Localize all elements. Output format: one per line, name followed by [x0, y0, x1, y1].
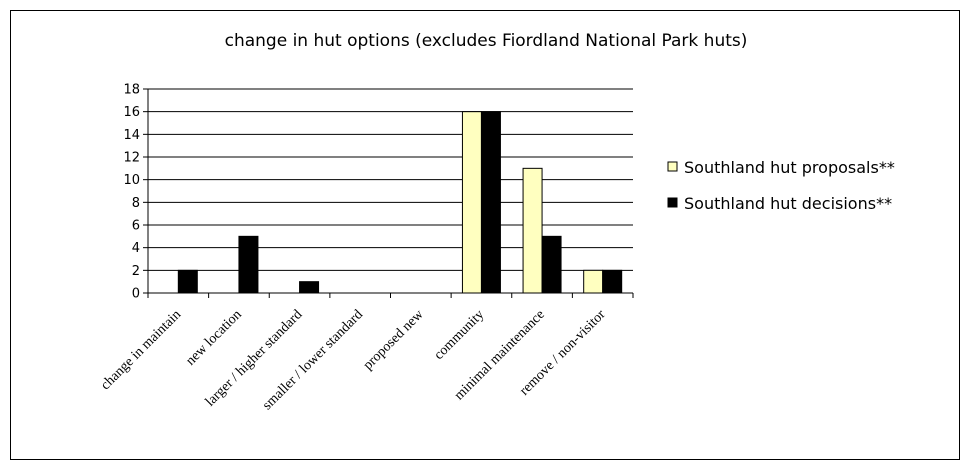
bar-decisions	[480, 111, 501, 294]
bar-decisions	[541, 235, 562, 294]
bar-decisions	[238, 235, 259, 294]
gridlines	[148, 88, 633, 271]
y-tick-label: 6	[132, 219, 140, 234]
y-tick-label: 10	[123, 173, 140, 188]
y-tick-label: 16	[123, 105, 140, 120]
x-tick-label: proposed new	[361, 307, 427, 373]
bar-decisions	[602, 269, 623, 294]
bar-decisions	[299, 281, 320, 294]
y-tick-label: 0	[132, 287, 140, 302]
bar-decisions	[177, 269, 198, 294]
bars	[177, 111, 623, 294]
chart-frame: change in hut options (excludes Fiordlan…	[10, 10, 960, 460]
legend-label: Southland hut proposals**	[684, 158, 895, 177]
y-tick-label: 2	[132, 264, 140, 279]
x-tick-label: change in maintain	[98, 307, 184, 393]
x-tick-label: community	[432, 307, 488, 363]
legend: Southland hut proposals** Southland hut d…	[667, 158, 895, 213]
legend-swatch	[667, 161, 678, 172]
legend-label: Southland hut decisions**	[684, 194, 892, 213]
bar-proposals	[522, 167, 543, 294]
bar-proposals	[583, 269, 604, 294]
legend-swatch	[667, 197, 678, 208]
bar-proposals	[461, 111, 482, 294]
x-tick-label: smaller / lower standard	[260, 307, 366, 413]
y-tick-label: 12	[123, 151, 140, 166]
x-tick-label: new location	[183, 307, 244, 368]
bar-chart: 0 2 4 6 8 10 12 14 16 18 change in maintain new loc…	[98, 83, 895, 414]
y-tick-label: 14	[123, 128, 140, 143]
chart-title: change in hut options (excludes Fiordlan…	[224, 31, 748, 51]
y-tick-label: 4	[132, 241, 140, 256]
y-tick-label: 8	[132, 196, 140, 211]
y-tick-label: 18	[123, 83, 140, 98]
